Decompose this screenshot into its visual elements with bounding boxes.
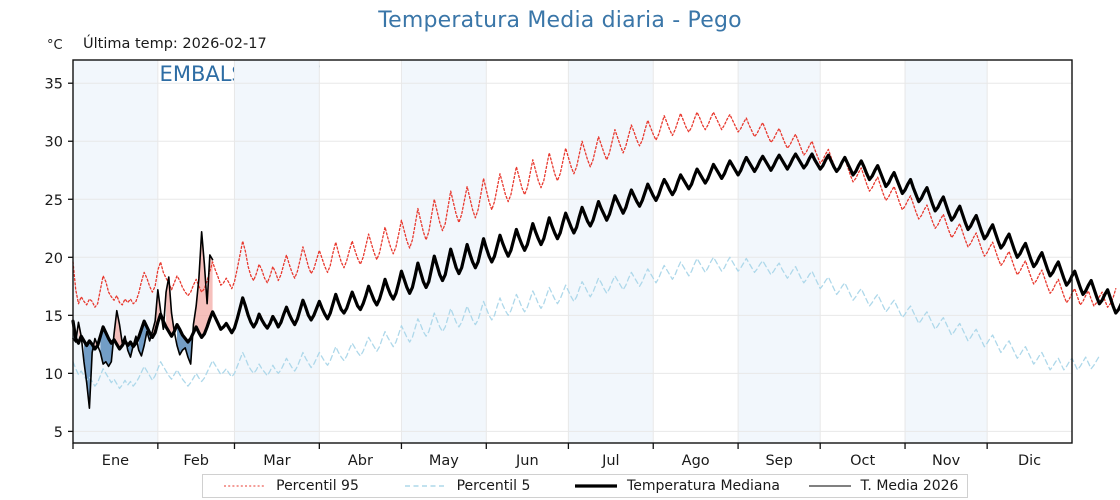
y-tick-label: 30 — [45, 135, 63, 151]
legend-label: Percentil 95 — [276, 478, 359, 494]
legend-label: Temperatura Mediana — [627, 478, 780, 494]
month-band — [905, 60, 988, 443]
legend-item: Percentil 5 — [379, 475, 555, 497]
legend-line-sample — [575, 484, 618, 488]
last-temp-subtitle: Última temp: 2026-02-17 — [83, 36, 267, 52]
y-tick-label: 35 — [45, 77, 63, 93]
chart-legend: Percentil 95 Percentil 5 Temperatura Media… — [202, 474, 968, 498]
plot-frame — [72, 59, 1073, 444]
x-tick-label: Dic — [1018, 453, 1041, 469]
y-tick-label: 15 — [45, 309, 63, 325]
x-tick-label: May — [429, 453, 459, 469]
x-tick-label: Sep — [765, 453, 792, 469]
page-title: Temperatura Media diaria - Pego — [378, 8, 742, 33]
y-tick-label: 5 — [54, 425, 63, 441]
legend-line-sample — [808, 485, 851, 487]
x-tick-label: Jun — [515, 453, 539, 469]
fill-above-median — [152, 289, 164, 338]
legend-label: Percentil 5 — [456, 478, 531, 494]
month-band — [73, 60, 158, 443]
y-axis-unit-label: °C — [47, 38, 63, 53]
x-tick-label: Jul — [601, 453, 620, 469]
series-percentil-5 — [72, 256, 1101, 390]
x-tick-label: Ene — [102, 453, 129, 469]
series-percentil-95 — [72, 111, 1117, 308]
x-tick-label: Mar — [263, 453, 290, 469]
x-tick-label: Abr — [348, 453, 373, 469]
fill-below-median — [100, 326, 115, 367]
y-tick-label: 25 — [45, 193, 63, 209]
legend-item: T. Media 2026 — [799, 475, 967, 497]
fill-below-median — [83, 340, 95, 409]
series-t-media-2026 — [72, 230, 214, 409]
x-tick-label: Oct — [850, 453, 875, 469]
legend-item: Temperatura Mediana — [555, 475, 799, 497]
x-tick-label: Nov — [932, 453, 961, 469]
month-band — [738, 60, 821, 443]
y-tick-label: 20 — [45, 251, 63, 267]
series-temperatura-mediana — [71, 152, 1120, 351]
y-tick-label: 10 — [45, 367, 63, 383]
legend-item: Percentil 95 — [203, 475, 379, 497]
fill-above-median — [166, 277, 178, 337]
legend-line-sample — [224, 485, 267, 487]
x-tick-label: Ago — [682, 453, 710, 469]
month-band — [401, 60, 487, 443]
legend-label: T. Media 2026 — [860, 478, 959, 494]
fill-above-median — [193, 231, 213, 338]
month-band — [234, 60, 320, 443]
legend-line-sample — [404, 485, 447, 487]
month-band — [568, 60, 654, 443]
x-tick-label: Feb — [183, 453, 209, 469]
